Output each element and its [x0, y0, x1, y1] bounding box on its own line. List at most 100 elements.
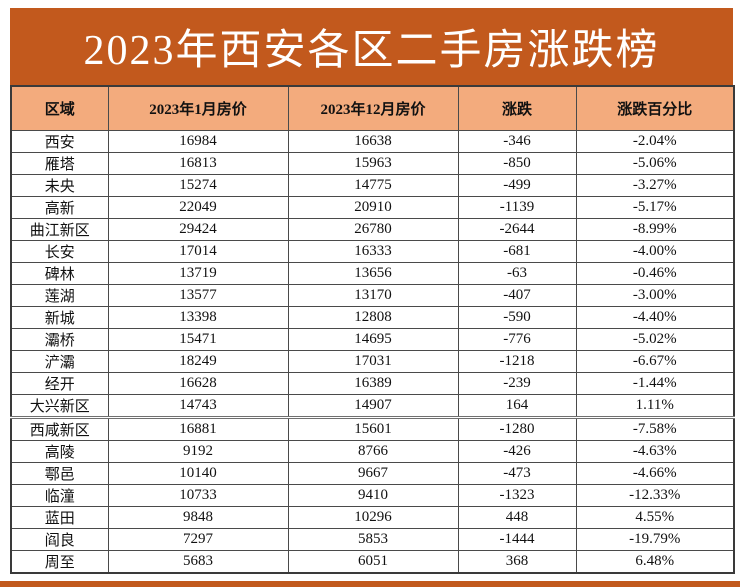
- cell-jan-price: 15471: [107, 327, 289, 351]
- cell-change-pct: -4.66%: [575, 461, 735, 485]
- cell-dec-price: 20910: [287, 195, 459, 219]
- cell-change-pct: -6.67%: [575, 349, 735, 373]
- cell-change: -346: [457, 129, 577, 153]
- cell-district: 未央: [10, 173, 109, 197]
- table-row: 浐灞 18249 17031 -1218 -6.67%: [10, 349, 735, 373]
- cell-jan-price: 9848: [107, 505, 289, 529]
- cell-change-pct: -19.79%: [575, 527, 735, 551]
- table-row: 新城 13398 12808 -590 -4.40%: [10, 305, 735, 329]
- cell-dec-price: 17031: [287, 349, 459, 373]
- cell-change-pct: -4.63%: [575, 439, 735, 463]
- cell-jan-price: 7297: [107, 527, 289, 551]
- cell-district: 雁塔: [10, 151, 109, 175]
- cell-dec-price: 16333: [287, 239, 459, 263]
- price-table: 区域 2023年1月房价 2023年12月房价 涨跌 涨跌百分比 西安 16984…: [10, 85, 735, 574]
- table-row: 鄠邑 10140 9667 -473 -4.66%: [10, 461, 735, 485]
- cell-dec-price: 14775: [287, 173, 459, 197]
- cell-district: 新城: [10, 305, 109, 329]
- cell-district: 莲湖: [10, 283, 109, 307]
- table-row: 碑林 13719 13656 -63 -0.46%: [10, 261, 735, 285]
- cell-district: 鄠邑: [10, 461, 109, 485]
- table-row: 临潼 10733 9410 -1323 -12.33%: [10, 483, 735, 507]
- cell-change-pct: -2.04%: [575, 129, 735, 153]
- cell-dec-price: 13170: [287, 283, 459, 307]
- cell-change-pct: -4.40%: [575, 305, 735, 329]
- cell-change: -426: [457, 439, 577, 463]
- cell-jan-price: 16813: [107, 151, 289, 175]
- cell-change-pct: 1.11%: [575, 393, 735, 419]
- cell-change: -850: [457, 151, 577, 175]
- table-row: 西咸新区 16881 15601 -1280 -7.58%: [10, 416, 735, 441]
- cell-change: -1444: [457, 527, 577, 551]
- cell-change: -590: [457, 305, 577, 329]
- table-row: 经开 16628 16389 -239 -1.44%: [10, 371, 735, 395]
- cell-district: 灞桥: [10, 327, 109, 351]
- cell-jan-price: 13577: [107, 283, 289, 307]
- cell-dec-price: 26780: [287, 217, 459, 241]
- cell-jan-price: 16984: [107, 129, 289, 153]
- header-dec-price: 2023年12月房价: [287, 85, 459, 131]
- cell-district: 蓝田: [10, 505, 109, 529]
- header-row: 区域 2023年1月房价 2023年12月房价 涨跌 涨跌百分比: [10, 85, 735, 131]
- cell-district: 临潼: [10, 483, 109, 507]
- cell-jan-price: 5683: [107, 549, 289, 573]
- cell-jan-price: 9192: [107, 439, 289, 463]
- cell-dec-price: 15601: [287, 416, 459, 441]
- bottom-accent-bar: [0, 581, 740, 587]
- table-row: 曲江新区 29424 26780 -2644 -8.99%: [10, 217, 735, 241]
- cell-district: 高新: [10, 195, 109, 219]
- cell-change-pct: -5.02%: [575, 327, 735, 351]
- table-row: 未央 15274 14775 -499 -3.27%: [10, 173, 735, 197]
- cell-change: -1280: [457, 416, 577, 441]
- cell-district: 经开: [10, 371, 109, 395]
- cell-change: -2644: [457, 217, 577, 241]
- cell-jan-price: 15274: [107, 173, 289, 197]
- cell-change: -1139: [457, 195, 577, 219]
- cell-jan-price: 13719: [107, 261, 289, 285]
- table-row: 西安 16984 16638 -346 -2.04%: [10, 129, 735, 153]
- cell-jan-price: 16881: [107, 416, 289, 441]
- cell-dec-price: 9410: [287, 483, 459, 507]
- cell-change-pct: -3.27%: [575, 173, 735, 197]
- cell-change: 164: [457, 393, 577, 419]
- cell-dec-price: 6051: [287, 549, 459, 573]
- cell-district: 曲江新区: [10, 217, 109, 241]
- cell-jan-price: 14743: [107, 393, 289, 419]
- cell-dec-price: 10296: [287, 505, 459, 529]
- header-jan-price: 2023年1月房价: [107, 85, 289, 131]
- table-body: 西安 16984 16638 -346 -2.04% 雁塔 16813 15963 -850 -5…: [10, 129, 735, 573]
- table-row: 高新 22049 20910 -1139 -5.17%: [10, 195, 735, 219]
- table-row: 蓝田 9848 10296 448 4.55%: [10, 505, 735, 529]
- cell-dec-price: 5853: [287, 527, 459, 551]
- cell-change-pct: -5.17%: [575, 195, 735, 219]
- cell-jan-price: 18249: [107, 349, 289, 373]
- table-row: 周至 5683 6051 368 6.48%: [10, 549, 735, 573]
- cell-change: -63: [457, 261, 577, 285]
- cell-change: 448: [457, 505, 577, 529]
- cell-jan-price: 22049: [107, 195, 289, 219]
- page-title: 2023年西安各区二手房涨跌榜: [83, 28, 660, 74]
- table-row: 阎良 7297 5853 -1444 -19.79%: [10, 527, 735, 551]
- cell-change: -407: [457, 283, 577, 307]
- cell-change-pct: -4.00%: [575, 239, 735, 263]
- cell-change-pct: -5.06%: [575, 151, 735, 175]
- table-row: 长安 17014 16333 -681 -4.00%: [10, 239, 735, 263]
- cell-change: 368: [457, 549, 577, 573]
- cell-district: 阎良: [10, 527, 109, 551]
- cell-dec-price: 16638: [287, 129, 459, 153]
- cell-change-pct: -7.58%: [575, 416, 735, 441]
- table-row: 大兴新区 14743 14907 164 1.11%: [10, 393, 735, 419]
- cell-change: -1218: [457, 349, 577, 373]
- cell-change: -681: [457, 239, 577, 263]
- cell-jan-price: 13398: [107, 305, 289, 329]
- cell-change-pct: -12.33%: [575, 483, 735, 507]
- cell-change: -499: [457, 173, 577, 197]
- cell-dec-price: 14695: [287, 327, 459, 351]
- cell-dec-price: 14907: [287, 393, 459, 419]
- cell-jan-price: 17014: [107, 239, 289, 263]
- cell-change-pct: -0.46%: [575, 261, 735, 285]
- cell-jan-price: 16628: [107, 371, 289, 395]
- cell-change-pct: -8.99%: [575, 217, 735, 241]
- table-row: 莲湖 13577 13170 -407 -3.00%: [10, 283, 735, 307]
- header-change: 涨跌: [457, 85, 577, 131]
